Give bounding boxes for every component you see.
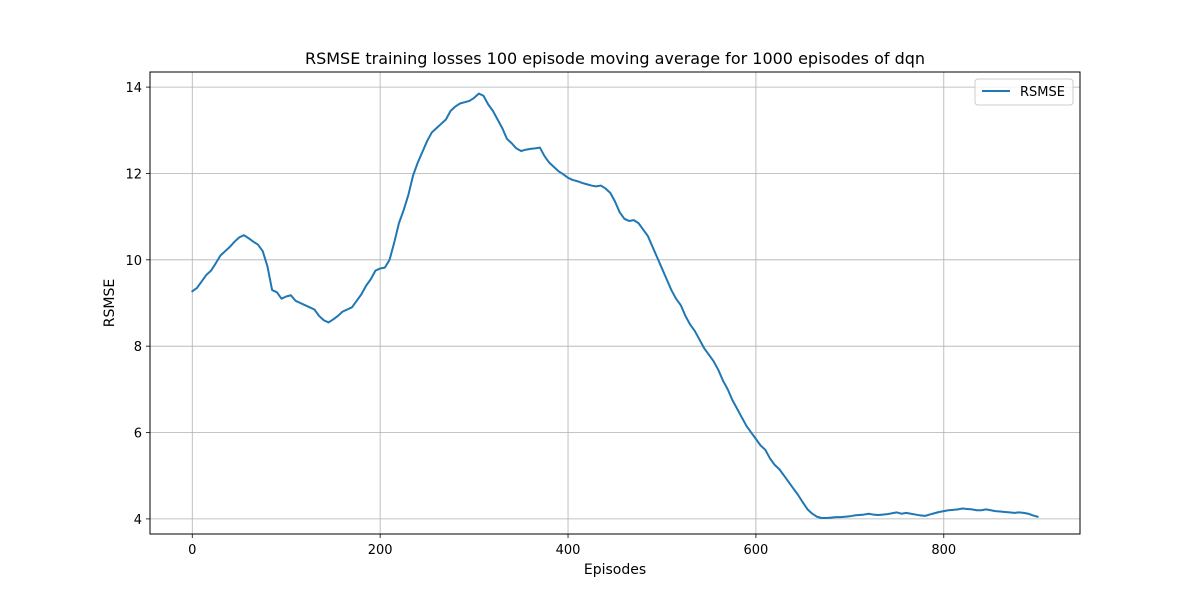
y-tick-label: 12 — [125, 167, 142, 182]
x-tick-label: 600 — [743, 543, 768, 558]
x-tick-label: 400 — [556, 543, 581, 558]
legend: RSMSE — [974, 78, 1074, 106]
chart-title: RSMSE training losses 100 episode moving… — [305, 49, 925, 68]
x-tick-label: 200 — [368, 543, 393, 558]
series-layer — [191, 92, 1039, 520]
legend-box — [974, 78, 1074, 106]
y-tick-label: 10 — [125, 254, 142, 269]
y-axis-label: RSMSE — [102, 279, 118, 327]
x-tick-label: 0 — [188, 543, 196, 558]
x-axis-label: Episodes — [584, 562, 646, 578]
y-tick-label: 4 — [134, 513, 142, 528]
series-line-rsmse — [191, 92, 1039, 520]
y-axis-ticks: 4 6 8 10 12 14 — [125, 81, 150, 528]
y-tick-label: 14 — [125, 81, 142, 96]
y-tick-label: 8 — [134, 340, 142, 355]
plot-frame — [149, 71, 1081, 535]
grid — [150, 72, 1080, 534]
x-tick-label: 800 — [931, 543, 956, 558]
y-tick-label: 6 — [134, 427, 142, 442]
legend-label: RSMSE — [1020, 85, 1065, 100]
x-axis-ticks: 0 200 400 600 800 — [188, 534, 956, 558]
plot-area-background — [150, 72, 1080, 534]
